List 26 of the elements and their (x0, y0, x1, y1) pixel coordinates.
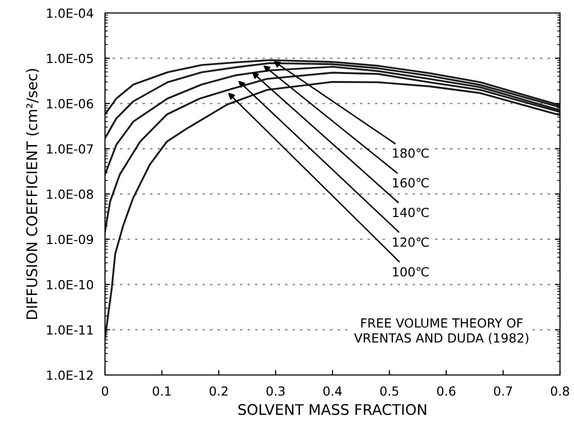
x-tick-label: 0.5 (380, 386, 398, 396)
y-tick-label: 1.0E-07 (47, 144, 93, 154)
annotation: 160℃ (393, 178, 429, 188)
annotation: 180℃ (393, 148, 429, 158)
y-tick-label: 1.0E-09 (47, 234, 94, 244)
y-tick-label: 1.0E-08 (47, 189, 94, 199)
y-tick-label: 1.0E-12 (47, 370, 93, 380)
y-tick-label: 1.0E-06 (47, 98, 94, 108)
y-tick-label: 1.0E-05 (47, 54, 93, 64)
x-tick-label: 0.8 (550, 386, 570, 396)
annotation: 100℃ (393, 267, 429, 277)
annotation: FREE VOLUME THEORY OF VRENTAS AND DUDA (1982) (354, 318, 528, 344)
x-tick-label: 0.1 (152, 386, 171, 396)
x-axis-title: SOLVENT MASS FRACTION (238, 404, 426, 416)
x-tick-label: 0 (102, 386, 108, 396)
x-tick-label: 0.6 (437, 386, 456, 396)
x-tick-label: 0.2 (210, 386, 228, 396)
x-tick-label: 0.7 (494, 386, 512, 396)
y-axis-title: DIFFUSION COEFFICIENT (cm²/sec) (26, 68, 40, 319)
y-tick-label: 1.0E-10 (47, 280, 94, 290)
x-tick-label: 0.3 (266, 386, 285, 396)
y-tick-label: 1.0E-11 (47, 325, 93, 335)
annotation: 120℃ (393, 237, 429, 247)
y-tick-label: 1.0E-04 (47, 8, 94, 18)
x-tick-label: 0.4 (323, 386, 342, 396)
annotation: 140℃ (393, 208, 429, 218)
